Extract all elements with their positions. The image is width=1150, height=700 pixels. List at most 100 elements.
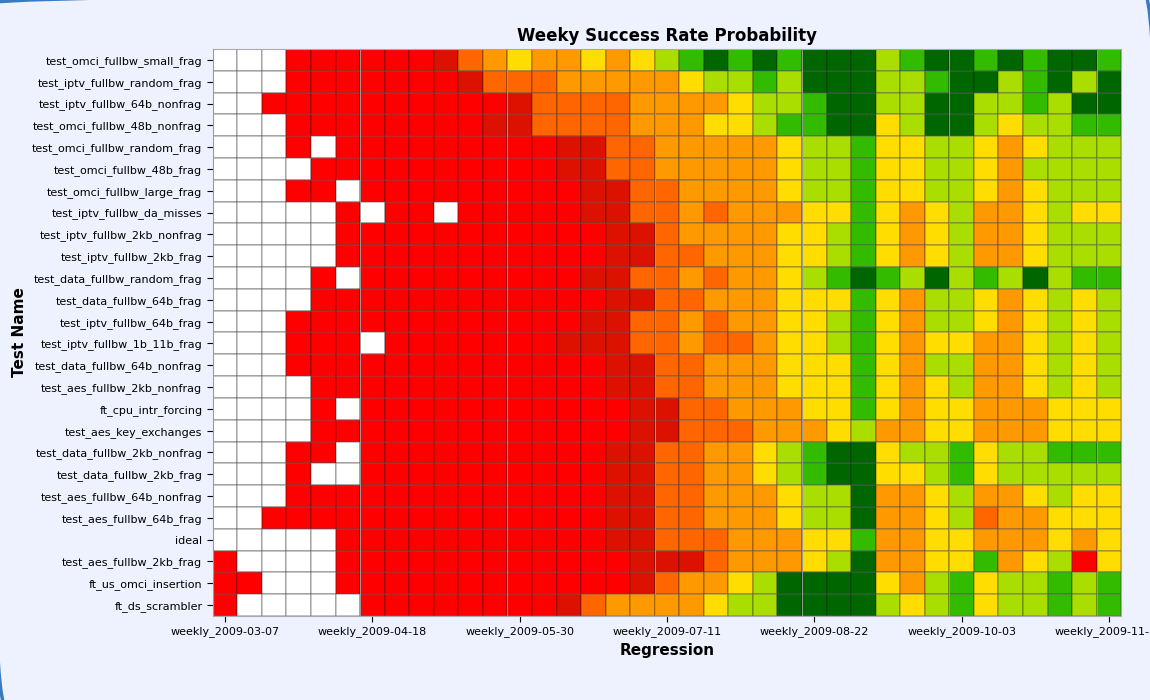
Bar bbox=[728, 49, 753, 71]
Bar bbox=[728, 376, 753, 398]
Bar bbox=[581, 551, 606, 573]
Bar bbox=[974, 398, 998, 420]
Bar bbox=[950, 442, 974, 463]
Bar bbox=[310, 573, 336, 594]
Bar bbox=[630, 92, 654, 114]
Bar bbox=[827, 332, 851, 354]
Bar bbox=[409, 463, 434, 485]
Bar bbox=[728, 442, 753, 463]
Bar bbox=[384, 158, 409, 180]
Bar bbox=[1048, 311, 1072, 332]
Bar bbox=[900, 398, 925, 420]
Bar bbox=[950, 594, 974, 616]
Bar bbox=[459, 507, 483, 528]
Bar bbox=[1072, 267, 1097, 289]
Bar bbox=[630, 398, 654, 420]
Bar bbox=[851, 332, 875, 354]
Bar bbox=[507, 114, 532, 136]
Bar bbox=[827, 114, 851, 136]
Bar bbox=[409, 442, 434, 463]
Bar bbox=[680, 442, 704, 463]
Bar bbox=[262, 463, 286, 485]
Bar bbox=[827, 485, 851, 507]
Bar bbox=[360, 49, 384, 71]
Bar bbox=[213, 463, 237, 485]
Bar bbox=[630, 180, 654, 202]
Bar bbox=[532, 420, 557, 442]
Bar bbox=[753, 202, 777, 223]
Bar bbox=[925, 507, 950, 528]
Bar bbox=[728, 551, 753, 573]
Bar bbox=[1097, 485, 1121, 507]
Bar bbox=[974, 136, 998, 158]
Bar bbox=[1072, 528, 1097, 551]
Bar bbox=[851, 528, 875, 551]
Bar bbox=[409, 71, 434, 92]
Bar bbox=[336, 507, 360, 528]
Bar bbox=[581, 49, 606, 71]
Bar bbox=[483, 223, 507, 245]
Bar bbox=[1072, 332, 1097, 354]
Bar bbox=[1072, 136, 1097, 158]
Bar bbox=[237, 507, 262, 528]
Bar bbox=[753, 267, 777, 289]
Bar bbox=[434, 267, 459, 289]
Bar bbox=[483, 594, 507, 616]
Bar bbox=[680, 551, 704, 573]
Bar bbox=[434, 223, 459, 245]
Bar bbox=[606, 158, 630, 180]
Bar bbox=[384, 245, 409, 267]
Bar bbox=[950, 354, 974, 376]
Bar bbox=[950, 311, 974, 332]
Bar bbox=[532, 463, 557, 485]
Bar bbox=[532, 594, 557, 616]
Bar bbox=[532, 158, 557, 180]
Bar bbox=[507, 376, 532, 398]
Bar bbox=[704, 463, 728, 485]
Bar bbox=[1024, 136, 1048, 158]
Bar bbox=[213, 573, 237, 594]
Bar bbox=[753, 332, 777, 354]
Bar bbox=[900, 202, 925, 223]
Bar bbox=[237, 136, 262, 158]
Bar bbox=[875, 114, 900, 136]
Bar bbox=[900, 289, 925, 311]
Bar bbox=[286, 136, 311, 158]
Bar bbox=[483, 420, 507, 442]
Bar bbox=[237, 267, 262, 289]
Bar bbox=[1072, 485, 1097, 507]
Bar bbox=[459, 180, 483, 202]
Bar bbox=[680, 420, 704, 442]
Bar bbox=[581, 420, 606, 442]
Bar bbox=[974, 573, 998, 594]
Bar bbox=[434, 485, 459, 507]
Bar bbox=[654, 551, 680, 573]
Bar bbox=[728, 507, 753, 528]
Bar bbox=[507, 354, 532, 376]
Bar bbox=[1048, 223, 1072, 245]
Bar bbox=[507, 420, 532, 442]
Bar bbox=[827, 136, 851, 158]
Bar bbox=[802, 311, 827, 332]
Bar bbox=[237, 158, 262, 180]
Bar bbox=[557, 528, 581, 551]
Bar bbox=[286, 485, 311, 507]
Bar bbox=[704, 398, 728, 420]
Bar bbox=[384, 267, 409, 289]
Bar bbox=[459, 420, 483, 442]
Bar bbox=[213, 289, 237, 311]
Bar bbox=[900, 267, 925, 289]
Bar bbox=[262, 354, 286, 376]
Bar bbox=[237, 332, 262, 354]
Bar bbox=[998, 71, 1024, 92]
Bar bbox=[875, 442, 900, 463]
Bar bbox=[262, 398, 286, 420]
Title: Weeky Success Rate Probability: Weeky Success Rate Probability bbox=[518, 27, 816, 45]
Bar bbox=[286, 573, 311, 594]
Bar bbox=[704, 158, 728, 180]
Bar bbox=[286, 158, 311, 180]
Bar bbox=[606, 71, 630, 92]
Bar bbox=[483, 354, 507, 376]
Bar bbox=[336, 114, 360, 136]
Bar bbox=[851, 354, 875, 376]
